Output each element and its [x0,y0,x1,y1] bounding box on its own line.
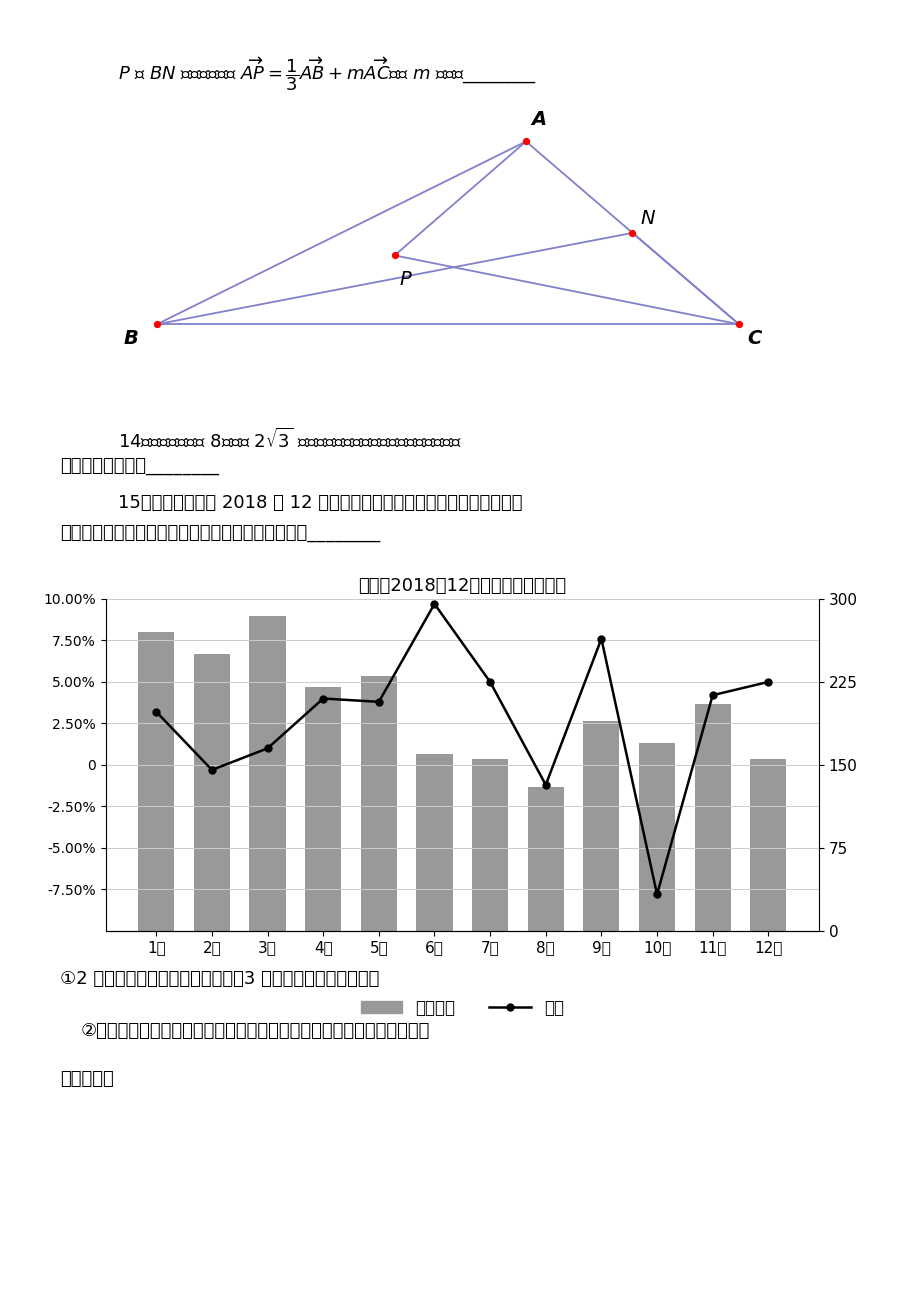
Text: C: C [746,329,760,349]
Bar [694,704,730,931]
Text: 14．将底面直径为 8，高为 $2\sqrt{3}$ 的圆锥体石块打磨成一个圆柱，则该圆柱: 14．将底面直径为 8，高为 $2\sqrt{3}$ 的圆锥体石块打磨成一个圆柱… [118,427,461,450]
Text: P: P [399,271,411,289]
Point [731,314,745,335]
Bar [416,754,452,931]
Text: $P$ 是 $BN$ 上的一点，若 $\overrightarrow{AP}=\dfrac{1}{3}\overrightarrow{AB}+m\overrig: $P$ 是 $BN$ 上的一点，若 $\overrightarrow{AP}=\… [118,55,537,92]
Point [625,223,640,243]
Point [149,314,164,335]
Text: A: A [530,111,546,129]
Point [518,132,533,152]
Bar [471,759,507,931]
Bar [749,759,786,931]
Text: ②第一季度的空气质量指数的平均值最大，第三季度的空气质量指数的平: ②第一季度的空气质量指数的平均值最大，第三季度的空气质量指数的平 [81,1022,430,1040]
Text: 幅度的数据统计图表，根据图表，下面叙述正确的是________: 幅度的数据统计图表，根据图表，下面叙述正确的是________ [60,523,380,542]
Text: 侧面积的最大值为________: 侧面积的最大值为________ [60,457,219,475]
Title: 某地区2018年12个月的空气质量指数: 某地区2018年12个月的空气质量指数 [357,577,566,595]
Text: 均值最小；: 均值最小； [60,1070,113,1088]
Point [387,245,402,266]
Legend: 质量指数, 涨幅: 质量指数, 涨幅 [354,992,570,1023]
Text: B: B [124,329,139,349]
Bar [194,654,230,931]
Bar [305,687,341,931]
Bar [583,720,618,931]
Text: N: N [640,208,654,228]
Bar [249,616,285,931]
Bar [138,631,175,931]
Bar [639,742,675,931]
Text: ①2 月相比去年同期变化幅度最小，3 月的空气质量指数最高；: ①2 月相比去年同期变化幅度最小，3 月的空气质量指数最高； [60,970,379,988]
Bar [528,786,563,931]
Text: 15．下图是某地区 2018 年 12 个月的空气质量指数以及相比去年同期变化: 15．下图是某地区 2018 年 12 个月的空气质量指数以及相比去年同期变化 [118,493,522,512]
Bar [360,676,396,931]
